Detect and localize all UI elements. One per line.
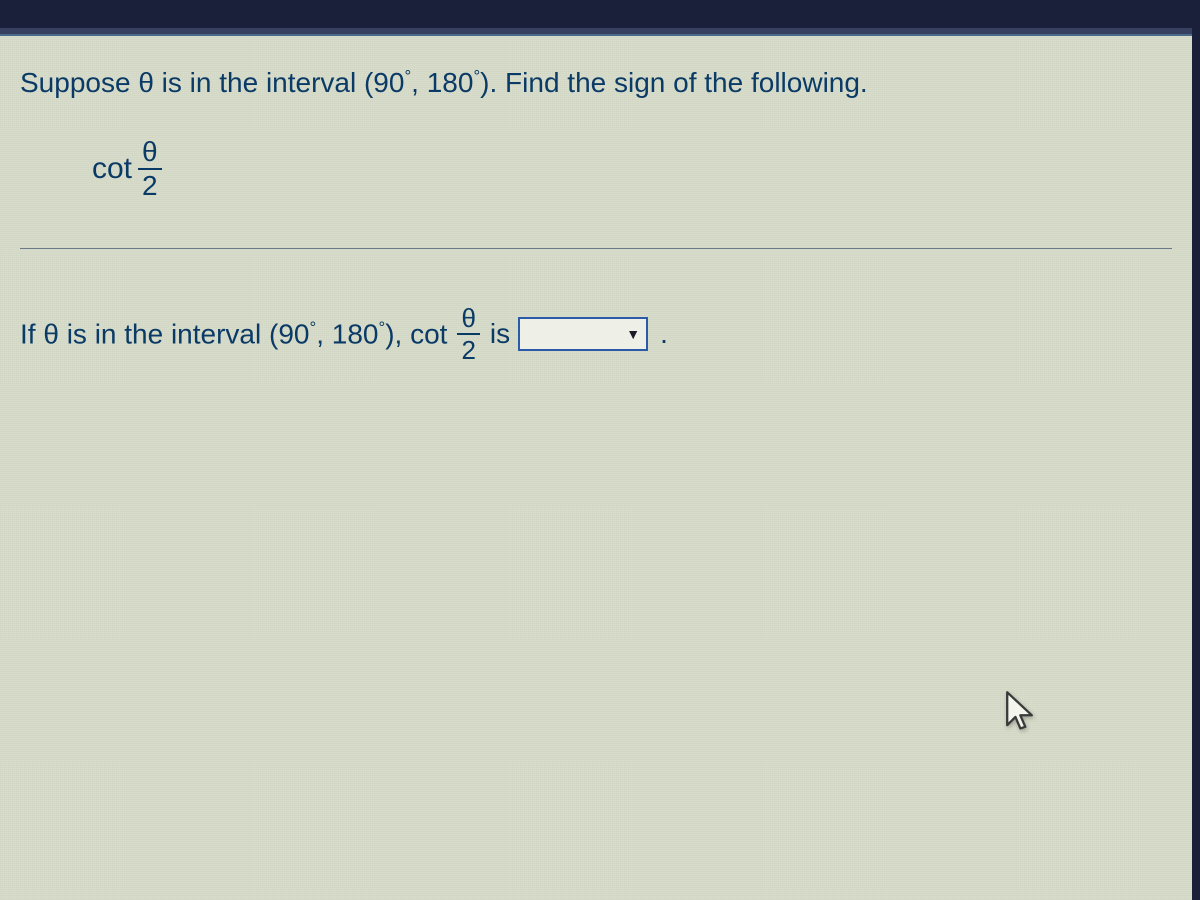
fraction: θ 2 <box>138 138 162 200</box>
function-name: cot <box>92 152 132 186</box>
answer-fraction: θ 2 <box>457 305 479 363</box>
answer-text-mid: , 180 <box>316 318 378 349</box>
sign-dropdown[interactable]: ▼ <box>518 317 648 351</box>
question-mid: , 180 <box>411 67 473 98</box>
chevron-down-icon: ▼ <box>626 326 640 342</box>
mouse-cursor-icon <box>1002 689 1042 740</box>
divider <box>20 248 1172 249</box>
question-prefix: Suppose θ is in the interval (90 <box>20 67 404 98</box>
fraction-numerator: θ <box>457 305 479 333</box>
question-panel: Suppose θ is in the interval (90°, 180°)… <box>0 34 1192 900</box>
fraction-denominator: 2 <box>138 170 162 200</box>
fraction-denominator: 2 <box>457 335 479 363</box>
answer-text-prefix: If θ is in the interval (90 <box>20 318 309 349</box>
question-suffix: ). Find the sign of the following. <box>480 67 868 98</box>
sentence-period: . <box>660 318 668 350</box>
expression: cot θ 2 <box>92 138 1172 200</box>
answer-prefix: If θ is in the interval (90°, 180°), cot <box>20 318 447 350</box>
fraction-numerator: θ <box>138 138 162 168</box>
answer-sentence: If θ is in the interval (90°, 180°), cot… <box>20 305 1172 363</box>
answer-after-interval: ), <box>385 318 410 349</box>
answer-is: is <box>490 318 510 350</box>
window-frame: Suppose θ is in the interval (90°, 180°)… <box>0 28 1192 900</box>
dropdown-value <box>528 324 626 344</box>
answer-function-name: cot <box>410 318 447 349</box>
question-prompt: Suppose θ is in the interval (90°, 180°)… <box>20 64 1172 102</box>
